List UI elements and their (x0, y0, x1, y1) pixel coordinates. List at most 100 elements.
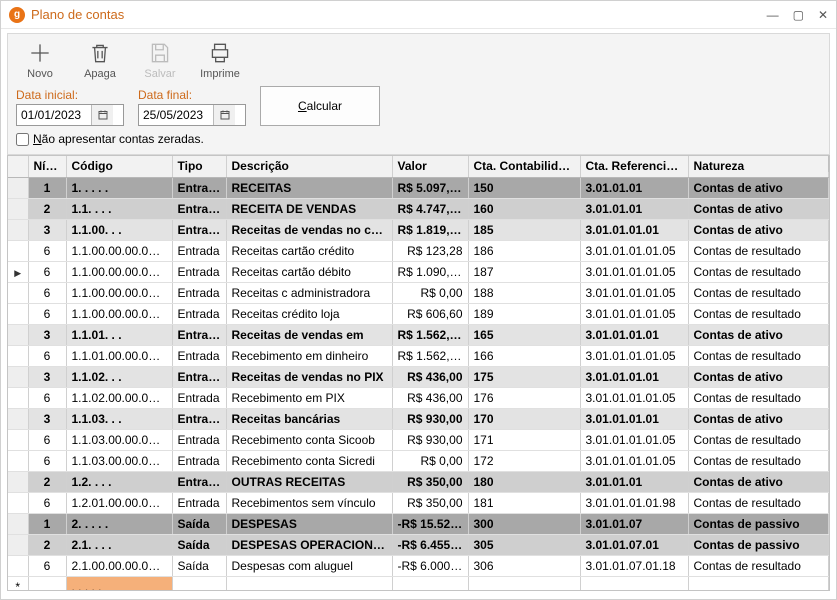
new-row[interactable]: * . . . . . (8, 576, 829, 590)
cell-cta-contab[interactable] (468, 576, 580, 590)
cell-natureza[interactable]: Contas de resultado (688, 450, 829, 471)
row-selector[interactable] (8, 366, 28, 387)
cell-cta-contab[interactable]: 189 (468, 303, 580, 324)
cell-cta-ref[interactable]: 3.01.01.01.01 (580, 408, 688, 429)
cell-cta-contab[interactable]: 306 (468, 555, 580, 576)
imprime-button[interactable]: Imprime (196, 40, 244, 80)
cell-cta-ref[interactable]: 3.01.01.01 (580, 471, 688, 492)
cell-codigo[interactable]: 1.1.03.00.00.00001 (66, 429, 172, 450)
maximize-button[interactable]: ▢ (793, 8, 804, 22)
cell-cta-ref[interactable]: 3.01.01.01.01.05 (580, 282, 688, 303)
cell-valor[interactable] (392, 576, 468, 590)
row-selector[interactable] (8, 408, 28, 429)
cell-natureza[interactable]: Contas de resultado (688, 555, 829, 576)
cell-descricao[interactable]: Despesas com aluguel (226, 555, 392, 576)
cell-cta-contab[interactable]: 305 (468, 534, 580, 555)
cell-nivel[interactable]: 6 (28, 387, 66, 408)
cell-tipo[interactable]: Saída (172, 513, 226, 534)
row-selector[interactable] (8, 324, 28, 345)
cell-codigo[interactable]: 1.1.03. . . (66, 408, 172, 429)
cell-nivel[interactable]: 3 (28, 366, 66, 387)
cell-tipo[interactable]: Entrada (172, 198, 226, 219)
row-selector[interactable] (8, 198, 28, 219)
table-row[interactable]: 31.1.03. . .EntradaReceitas bancáriasR$ … (8, 408, 829, 429)
cell-descricao[interactable]: Receitas crédito loja (226, 303, 392, 324)
cell-descricao[interactable]: DESPESAS (226, 513, 392, 534)
cell-cta-contab[interactable]: 165 (468, 324, 580, 345)
cell-nivel[interactable] (28, 576, 66, 590)
row-selector[interactable] (8, 240, 28, 261)
cell-cta-contab[interactable]: 181 (468, 492, 580, 513)
cell-natureza[interactable]: Contas de ativo (688, 219, 829, 240)
row-selector[interactable] (8, 513, 28, 534)
row-selector[interactable] (8, 555, 28, 576)
cell-cta-contab[interactable]: 176 (468, 387, 580, 408)
cell-cta-ref[interactable]: 3.01.01.01.01 (580, 324, 688, 345)
cell-descricao[interactable] (226, 576, 392, 590)
cell-nivel[interactable]: 2 (28, 198, 66, 219)
cell-tipo[interactable]: Saída (172, 555, 226, 576)
cell-tipo[interactable]: Entrada (172, 261, 226, 282)
cell-descricao[interactable]: Receitas de vendas no PIX (226, 366, 392, 387)
cell-cta-contab[interactable]: 185 (468, 219, 580, 240)
cell-tipo[interactable]: Entrada (172, 471, 226, 492)
cell-descricao[interactable]: Recebimentos sem vínculo (226, 492, 392, 513)
data-inicial-field[interactable] (16, 104, 124, 126)
data-final-picker-icon[interactable] (213, 105, 235, 125)
cell-descricao[interactable]: Recebimento conta Sicredi (226, 450, 392, 471)
novo-button[interactable]: Novo (16, 40, 64, 80)
cell-valor[interactable]: R$ 350,00 (392, 492, 468, 513)
table-row[interactable]: 61.2.01.00.00.00001EntradaRecebimentos s… (8, 492, 829, 513)
cell-cta-ref[interactable]: 3.01.01.01.01.05 (580, 450, 688, 471)
cell-natureza[interactable]: Contas de passivo (688, 534, 829, 555)
row-selector[interactable] (8, 450, 28, 471)
cell-descricao[interactable]: Recebimento em dinheiro (226, 345, 392, 366)
cell-cta-ref[interactable]: 3.01.01.01.01.05 (580, 240, 688, 261)
cell-nivel[interactable]: 6 (28, 345, 66, 366)
cell-cta-contab[interactable]: 187 (468, 261, 580, 282)
cell-valor[interactable]: R$ 436,00 (392, 366, 468, 387)
table-row[interactable]: 21.1. . . .EntradaRECEITA DE VENDASR$ 4.… (8, 198, 829, 219)
row-selector[interactable] (8, 471, 28, 492)
cell-valor[interactable]: R$ 930,00 (392, 408, 468, 429)
cell-nivel[interactable]: 6 (28, 240, 66, 261)
cell-tipo[interactable]: Entrada (172, 408, 226, 429)
table-row[interactable]: 62.1.00.00.00.00001SaídaDespesas com alu… (8, 555, 829, 576)
cell-cta-contab[interactable]: 300 (468, 513, 580, 534)
data-final-field[interactable] (138, 104, 246, 126)
close-button[interactable]: ✕ (818, 8, 828, 22)
cell-cta-ref[interactable]: 3.01.01.01.01.05 (580, 345, 688, 366)
col-nivel[interactable]: Nível (28, 156, 66, 177)
cell-descricao[interactable]: Receitas de vendas em (226, 324, 392, 345)
cell-codigo[interactable]: 1.1.03.00.00.00002 (66, 450, 172, 471)
cell-cta-contab[interactable]: 171 (468, 429, 580, 450)
table-row[interactable]: 61.1.00.00.00.00003EntradaReceitas c adm… (8, 282, 829, 303)
cell-tipo[interactable] (172, 576, 226, 590)
cell-codigo[interactable]: 2.1.00.00.00.00001 (66, 555, 172, 576)
row-selector[interactable] (8, 429, 28, 450)
cell-natureza[interactable]: Contas de ativo (688, 198, 829, 219)
cell-nivel[interactable]: 6 (28, 492, 66, 513)
cell-valor[interactable]: -R$ 15.529,40 (392, 513, 468, 534)
cell-natureza[interactable]: Contas de ativo (688, 324, 829, 345)
cell-codigo[interactable]: 1.1.00.00.00.00003 (66, 282, 172, 303)
cell-natureza[interactable]: Contas de resultado (688, 345, 829, 366)
cell-natureza[interactable]: Contas de resultado (688, 261, 829, 282)
row-selector[interactable] (8, 387, 28, 408)
cell-natureza[interactable]: Contas de passivo (688, 513, 829, 534)
cell-nivel[interactable]: 6 (28, 261, 66, 282)
cell-cta-contab[interactable]: 160 (468, 198, 580, 219)
table-row[interactable]: 61.1.00.00.00.00002EntradaReceitas cartã… (8, 261, 829, 282)
cell-cta-ref[interactable] (580, 576, 688, 590)
row-selector[interactable] (8, 492, 28, 513)
cell-nivel[interactable]: 6 (28, 282, 66, 303)
data-inicial-input[interactable] (17, 106, 91, 124)
cell-descricao[interactable]: Receitas cartão crédito (226, 240, 392, 261)
cell-cta-ref[interactable]: 3.01.01.01.01.05 (580, 387, 688, 408)
cell-valor[interactable]: R$ 1.562,00 (392, 324, 468, 345)
cell-cta-ref[interactable]: 3.01.01.07 (580, 513, 688, 534)
cell-valor[interactable]: R$ 606,60 (392, 303, 468, 324)
col-cta-contab[interactable]: Cta. Contabilidade (468, 156, 580, 177)
cell-descricao[interactable]: Receitas c administradora (226, 282, 392, 303)
table-row[interactable]: 61.1.01.00.00.00001EntradaRecebimento em… (8, 345, 829, 366)
